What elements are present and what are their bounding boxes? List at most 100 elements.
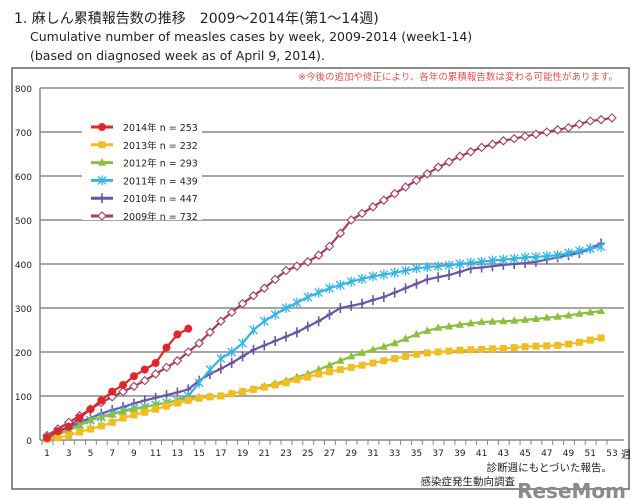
data-point bbox=[379, 195, 389, 205]
data-point bbox=[129, 404, 138, 413]
data-point bbox=[542, 127, 552, 137]
data-point bbox=[315, 316, 322, 327]
data-point bbox=[97, 211, 107, 221]
x-tick-label: 21 bbox=[259, 449, 270, 459]
data-point bbox=[98, 158, 106, 166]
legend-label: 2012年 n = 293 bbox=[123, 158, 198, 170]
data-point bbox=[151, 359, 160, 367]
data-point bbox=[248, 290, 259, 301]
data-point bbox=[315, 370, 323, 378]
data-point bbox=[455, 259, 465, 269]
x-tick-label: 37 bbox=[432, 449, 443, 459]
data-point bbox=[172, 356, 183, 366]
y-tick-label: 200 bbox=[15, 349, 32, 359]
data-point bbox=[478, 345, 486, 353]
data-point bbox=[564, 248, 573, 258]
x-tick-label: 9 bbox=[131, 449, 137, 459]
data-point bbox=[119, 414, 127, 422]
data-point bbox=[402, 352, 410, 360]
note-text: ※今後の追加や修正により、各年の累積報告数は変わる可能性があります。 bbox=[298, 71, 618, 83]
data-point bbox=[552, 125, 563, 135]
x-tick-label: 51 bbox=[585, 449, 596, 459]
data-point bbox=[455, 320, 464, 328]
data-point bbox=[325, 360, 334, 369]
data-point bbox=[402, 283, 409, 294]
y-tick-label: 800 bbox=[15, 85, 32, 95]
data-point bbox=[292, 297, 302, 308]
series-line bbox=[46, 309, 602, 440]
data-point bbox=[303, 292, 313, 302]
legend-label: 2011年 n = 439 bbox=[123, 175, 198, 187]
x-tick-label: 53 bbox=[606, 449, 617, 459]
data-point bbox=[161, 362, 172, 373]
data-point bbox=[314, 287, 324, 298]
legend-label: 2010年 n = 447 bbox=[123, 193, 198, 205]
data-point bbox=[435, 272, 442, 283]
data-point bbox=[357, 273, 367, 284]
data-point bbox=[75, 414, 84, 422]
data-point bbox=[390, 267, 400, 278]
data-point bbox=[369, 295, 376, 306]
data-point bbox=[563, 122, 574, 133]
data-point bbox=[499, 344, 507, 352]
data-point bbox=[368, 202, 378, 212]
data-point bbox=[607, 113, 617, 123]
data-point bbox=[259, 283, 270, 293]
data-point bbox=[75, 420, 84, 429]
data-point bbox=[445, 347, 453, 355]
data-point bbox=[434, 323, 443, 331]
x-tick-label: 29 bbox=[346, 449, 358, 459]
chart-subtitle: (based on diagnosed week as of April 9, … bbox=[30, 48, 325, 63]
data-point bbox=[358, 348, 367, 356]
data-point bbox=[227, 347, 237, 357]
data-point bbox=[228, 358, 235, 368]
data-point bbox=[98, 123, 106, 131]
data-point bbox=[238, 338, 248, 349]
data-point bbox=[391, 355, 399, 363]
data-point bbox=[400, 182, 411, 192]
legend-label: 2009年 n = 732 bbox=[123, 211, 198, 223]
data-point bbox=[466, 257, 476, 268]
x-tick-label: 45 bbox=[519, 449, 530, 459]
x-tick-label: 31 bbox=[367, 449, 378, 459]
data-point bbox=[476, 142, 487, 153]
x-tick-label: 27 bbox=[324, 449, 335, 459]
data-point bbox=[283, 331, 290, 342]
data-point bbox=[302, 257, 313, 267]
data-point bbox=[391, 287, 398, 298]
data-point bbox=[97, 175, 107, 186]
data-point bbox=[194, 338, 204, 348]
data-point bbox=[217, 363, 224, 374]
data-point bbox=[76, 428, 84, 436]
data-point bbox=[347, 351, 356, 360]
data-point bbox=[119, 406, 128, 415]
data-point bbox=[412, 350, 420, 358]
data-point bbox=[422, 169, 433, 179]
data-point bbox=[163, 402, 171, 410]
data-point bbox=[141, 408, 149, 416]
data-point bbox=[217, 392, 225, 400]
data-point bbox=[444, 157, 454, 167]
x-tick-label: 43 bbox=[498, 449, 509, 459]
data-point bbox=[596, 241, 606, 252]
data-point bbox=[195, 394, 203, 402]
data-point bbox=[43, 433, 51, 442]
x-tick-label: 33 bbox=[389, 449, 400, 459]
x-tick-label: 49 bbox=[563, 449, 575, 459]
data-point bbox=[250, 344, 257, 355]
series-2014 bbox=[43, 324, 193, 442]
data-point bbox=[554, 341, 562, 349]
data-point bbox=[423, 349, 431, 357]
data-point bbox=[140, 402, 149, 410]
data-point bbox=[542, 313, 551, 321]
data-point bbox=[206, 393, 214, 401]
data-point bbox=[597, 334, 605, 342]
data-point bbox=[129, 381, 139, 392]
data-point bbox=[130, 411, 138, 419]
data-point bbox=[358, 361, 366, 369]
data-point bbox=[248, 325, 258, 335]
data-point bbox=[152, 405, 160, 413]
data-point bbox=[574, 119, 585, 129]
data-point bbox=[259, 316, 269, 327]
data-point bbox=[184, 396, 192, 404]
